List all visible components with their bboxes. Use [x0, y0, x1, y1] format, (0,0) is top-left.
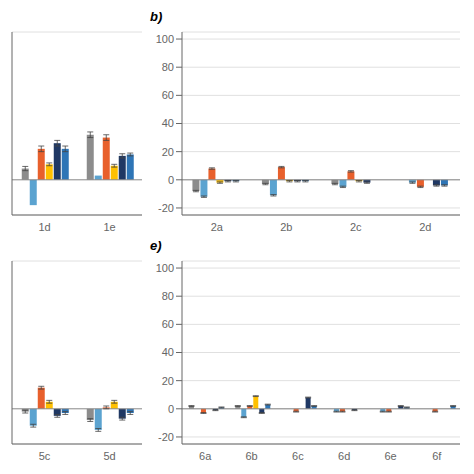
html-text:b): b) [150, 9, 163, 24]
svg-text:80: 80 [162, 290, 174, 302]
svg-text:6f: 6f [432, 450, 442, 462]
svg-text:6b: 6b [245, 450, 257, 462]
svg-text:0: 0 [168, 174, 174, 186]
svg-text:6c: 6c [292, 450, 304, 462]
svg-text:80: 80 [162, 61, 174, 73]
svg-text:6a: 6a [199, 450, 212, 462]
svg-text:100: 100 [156, 262, 174, 274]
svg-text:40: 40 [162, 346, 174, 358]
svg-text:2a: 2a [211, 221, 224, 233]
svg-text:20: 20 [162, 375, 174, 387]
svg-text:2b: 2b [280, 221, 292, 233]
svg-text:5d: 5d [103, 450, 115, 462]
svg-text:60: 60 [162, 89, 174, 101]
svg-text:0: 0 [168, 403, 174, 415]
svg-text:40: 40 [162, 117, 174, 129]
svg-text:5c: 5c [39, 450, 51, 462]
svg-text:-20: -20 [158, 431, 174, 443]
html-text:e): e) [150, 238, 162, 253]
svg-text:60: 60 [162, 318, 174, 330]
svg-text:1e: 1e [103, 221, 115, 233]
svg-text:20: 20 [162, 146, 174, 158]
svg-text:6d: 6d [338, 450, 350, 462]
svg-text:1d: 1d [38, 221, 50, 233]
svg-text:6e: 6e [384, 450, 396, 462]
svg-text:2d: 2d [419, 221, 431, 233]
svg-text:-20: -20 [158, 202, 174, 214]
svg-text:2c: 2c [350, 221, 362, 233]
svg-text:100: 100 [156, 33, 174, 45]
